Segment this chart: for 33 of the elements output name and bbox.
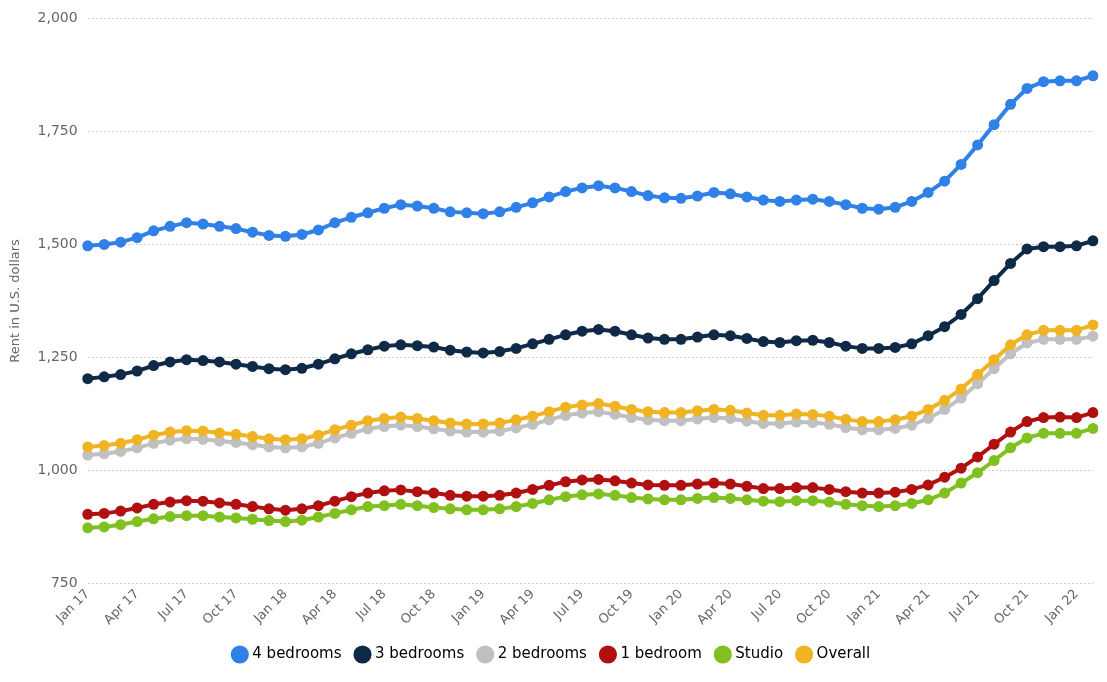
x-tick-label: Jul 21: [945, 585, 983, 623]
y-tick-label: 1,500: [37, 235, 78, 252]
x-tick-label: Apr 17: [100, 585, 142, 627]
legend-label: Overall: [816, 644, 871, 663]
x-tick-label: Apr 18: [298, 585, 340, 627]
legend-label: 3 bedrooms: [375, 644, 465, 663]
x-tick-label: Jan 19: [447, 585, 488, 626]
x-tick-label: Oct 17: [199, 585, 241, 627]
x-tick-label: Apr 20: [693, 585, 735, 627]
legend-label: Studio: [735, 644, 784, 663]
x-tick-label: Oct 20: [792, 585, 834, 627]
y-tick-label: 1,750: [37, 122, 78, 139]
x-tick-label: Jul 17: [154, 585, 192, 623]
legend-label: 1 bedroom: [620, 644, 702, 663]
y-tick-label: 2,000: [37, 9, 78, 26]
x-tick-label: Oct 21: [990, 585, 1032, 627]
x-tick-label: Oct 18: [397, 585, 439, 627]
x-tick-label: Jan 21: [843, 585, 884, 626]
x-tick-label: Jul 19: [549, 585, 587, 623]
x-tick-label: Jul 18: [351, 585, 389, 623]
y-tick-label: 750: [50, 574, 78, 591]
x-tick-label: Oct 19: [594, 585, 637, 627]
y-tick-label: 1,250: [37, 348, 78, 365]
legend-label: 4 bedrooms: [252, 644, 342, 663]
x-tick-label: Jan 22: [1040, 585, 1081, 626]
y-axis-title: Rent in U.S. dollars: [7, 238, 23, 363]
x-tick-label: Jul 20: [747, 585, 785, 623]
y-tick-label: 1,000: [37, 461, 78, 478]
x-tick-label: Apr 21: [891, 585, 933, 627]
x-tick-label: Apr 19: [496, 585, 538, 627]
x-tick-label: Jan 18: [249, 585, 290, 626]
legend-label: 2 bedrooms: [497, 644, 588, 663]
x-tick-label: Jan 20: [645, 585, 686, 626]
